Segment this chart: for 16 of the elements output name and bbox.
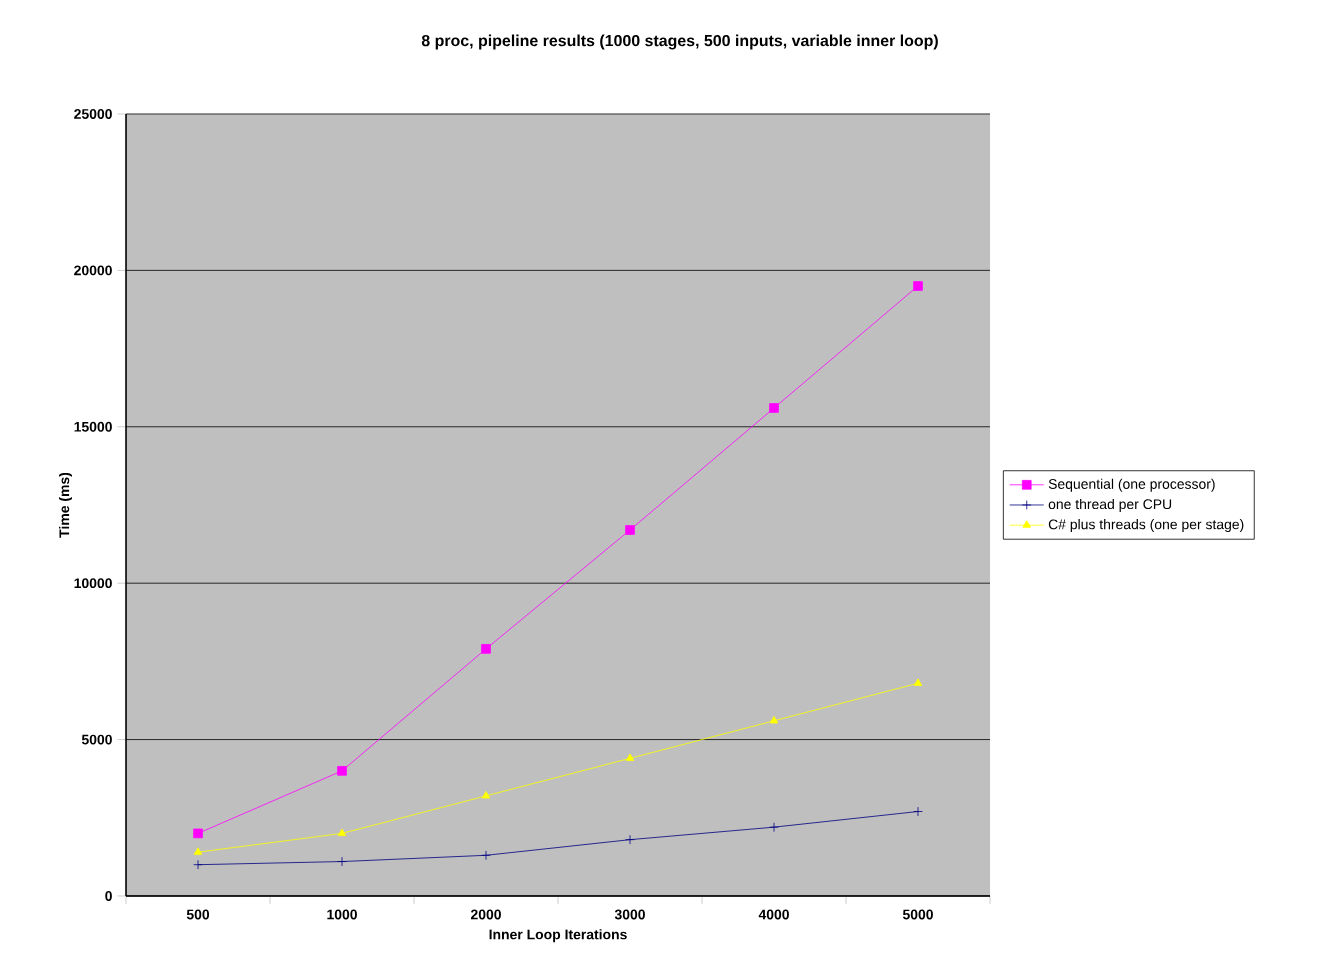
point [337,856,347,867]
point [625,753,635,761]
point [481,850,491,861]
point [625,834,635,845]
point [337,828,347,837]
point [769,822,779,832]
point [625,525,635,535]
point [913,678,923,686]
point [913,281,923,291]
point [193,828,203,839]
point [769,403,779,413]
point [481,644,491,654]
point [769,716,779,724]
point [193,847,203,855]
point [481,791,491,799]
point [337,766,347,776]
